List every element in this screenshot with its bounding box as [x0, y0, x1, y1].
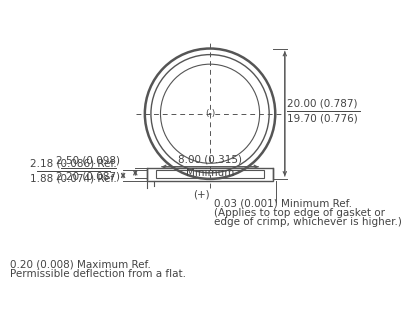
- Bar: [147, 168, 273, 181]
- Text: Permissible deflection from a flat.: Permissible deflection from a flat.: [10, 269, 186, 279]
- Text: edge of crimp, whichever is higher.): edge of crimp, whichever is higher.): [214, 217, 402, 227]
- Text: 19.70 (0.776): 19.70 (0.776): [286, 114, 357, 124]
- Text: (-): (-): [205, 109, 215, 118]
- Text: 2.50 (0.098): 2.50 (0.098): [56, 156, 120, 166]
- Text: (Applies to top edge of gasket or: (Applies to top edge of gasket or: [214, 208, 386, 218]
- Text: 8.00 (0.315): 8.00 (0.315): [178, 154, 242, 164]
- Text: Minimum: Minimum: [186, 168, 234, 178]
- Text: 2.18 (0.086) Ref.: 2.18 (0.086) Ref.: [30, 158, 117, 169]
- Text: 0.20 (0.008) Maximum Ref.: 0.20 (0.008) Maximum Ref.: [10, 260, 151, 270]
- Text: 20.00 (0.787): 20.00 (0.787): [286, 99, 357, 108]
- Text: 1.88 (0.074) Ref.: 1.88 (0.074) Ref.: [30, 174, 117, 184]
- Text: (+): (+): [193, 189, 210, 199]
- Bar: [156, 170, 264, 178]
- Text: 0.03 (0.001) Minimum Ref.: 0.03 (0.001) Minimum Ref.: [214, 198, 352, 208]
- Text: 2.20 (0.087): 2.20 (0.087): [56, 171, 120, 181]
